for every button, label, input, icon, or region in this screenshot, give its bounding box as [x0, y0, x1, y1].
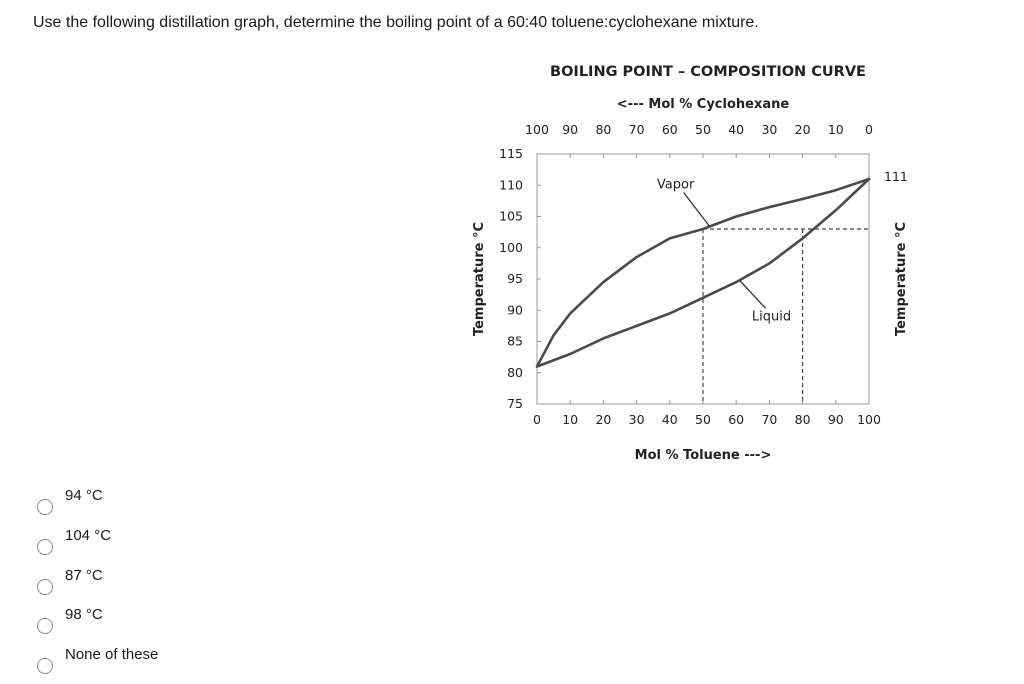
- x-tick-label: 40: [662, 412, 678, 427]
- top-tick-label: 0: [865, 122, 873, 137]
- radio-button[interactable]: [37, 539, 53, 555]
- option-label: 98 °C: [65, 606, 103, 623]
- option-none-of-these[interactable]: None of these: [37, 646, 297, 676]
- question-text: Use the following distillation graph, de…: [33, 14, 759, 31]
- y-tick-label: 80: [507, 365, 523, 380]
- option-87c[interactable]: 87 °C: [37, 567, 297, 597]
- radio-button[interactable]: [37, 658, 53, 674]
- radio-button[interactable]: [37, 579, 53, 595]
- top-tick-label: 100: [525, 122, 549, 137]
- vapor-leader-line: [683, 192, 711, 227]
- y-tick-label: 110: [499, 177, 523, 192]
- option-label: 94 °C: [65, 487, 103, 504]
- x-tick-label: 80: [795, 412, 811, 427]
- y-axis-label-right: Temperature °C: [894, 222, 909, 336]
- top-tick-label: 80: [595, 122, 611, 137]
- y-tick-label: 75: [507, 396, 523, 411]
- option-104c[interactable]: 104 °C: [37, 527, 297, 557]
- y-axis-label-left: Temperature °C: [472, 222, 487, 336]
- y-tick-label: 105: [499, 209, 523, 224]
- option-label: 87 °C: [65, 567, 103, 584]
- top-axis-label: <--- Mol % Cyclohexane: [617, 97, 790, 112]
- top-tick-label: 60: [662, 122, 678, 137]
- x-tick-label: 50: [695, 412, 711, 427]
- top-tick-label: 40: [728, 122, 744, 137]
- y-tick-label: 115: [499, 146, 523, 161]
- x-tick-label: 100: [857, 412, 881, 427]
- y-tick-label: 95: [507, 271, 523, 286]
- y-tick-label: 90: [507, 302, 523, 317]
- top-tick-label: 20: [795, 122, 811, 137]
- x-tick-label: 60: [728, 412, 744, 427]
- liquid-annotation: Liquid: [752, 309, 791, 324]
- option-94c[interactable]: 94 °C: [37, 487, 297, 517]
- x-axis-label: Mol % Toluene --->: [635, 448, 772, 463]
- x-tick-label: 20: [595, 412, 611, 427]
- top-tick-label: 10: [828, 122, 844, 137]
- boiling-point-chart: BOILING POINT – COMPOSITION CURVE <--- M…: [465, 52, 925, 472]
- vapor-annotation: Vapor: [657, 178, 695, 193]
- x-tick-label: 70: [761, 412, 777, 427]
- top-tick-label: 30: [761, 122, 777, 137]
- y-tick-label: 85: [507, 334, 523, 349]
- y-tick-label: 100: [499, 240, 523, 255]
- top-tick-label: 70: [629, 122, 645, 137]
- option-98c[interactable]: 98 °C: [37, 606, 297, 636]
- radio-button[interactable]: [37, 618, 53, 634]
- right-temp-label: 111: [884, 169, 908, 184]
- top-tick-label: 90: [562, 122, 578, 137]
- option-label: None of these: [65, 646, 159, 663]
- liquid-curve: [535, 177, 871, 368]
- top-tick-label: 50: [695, 122, 711, 137]
- radio-button[interactable]: [37, 499, 53, 515]
- option-label: 104 °C: [65, 527, 112, 544]
- x-tick-label: 10: [562, 412, 578, 427]
- vapor-curve: [535, 177, 871, 368]
- chart-svg: BOILING POINT – COMPOSITION CURVE <--- M…: [472, 64, 909, 463]
- x-tick-label: 0: [533, 412, 541, 427]
- liquid-leader-line: [739, 279, 766, 309]
- x-tick-label: 30: [629, 412, 645, 427]
- x-tick-label: 90: [828, 412, 844, 427]
- chart-title: BOILING POINT – COMPOSITION CURVE: [550, 64, 866, 80]
